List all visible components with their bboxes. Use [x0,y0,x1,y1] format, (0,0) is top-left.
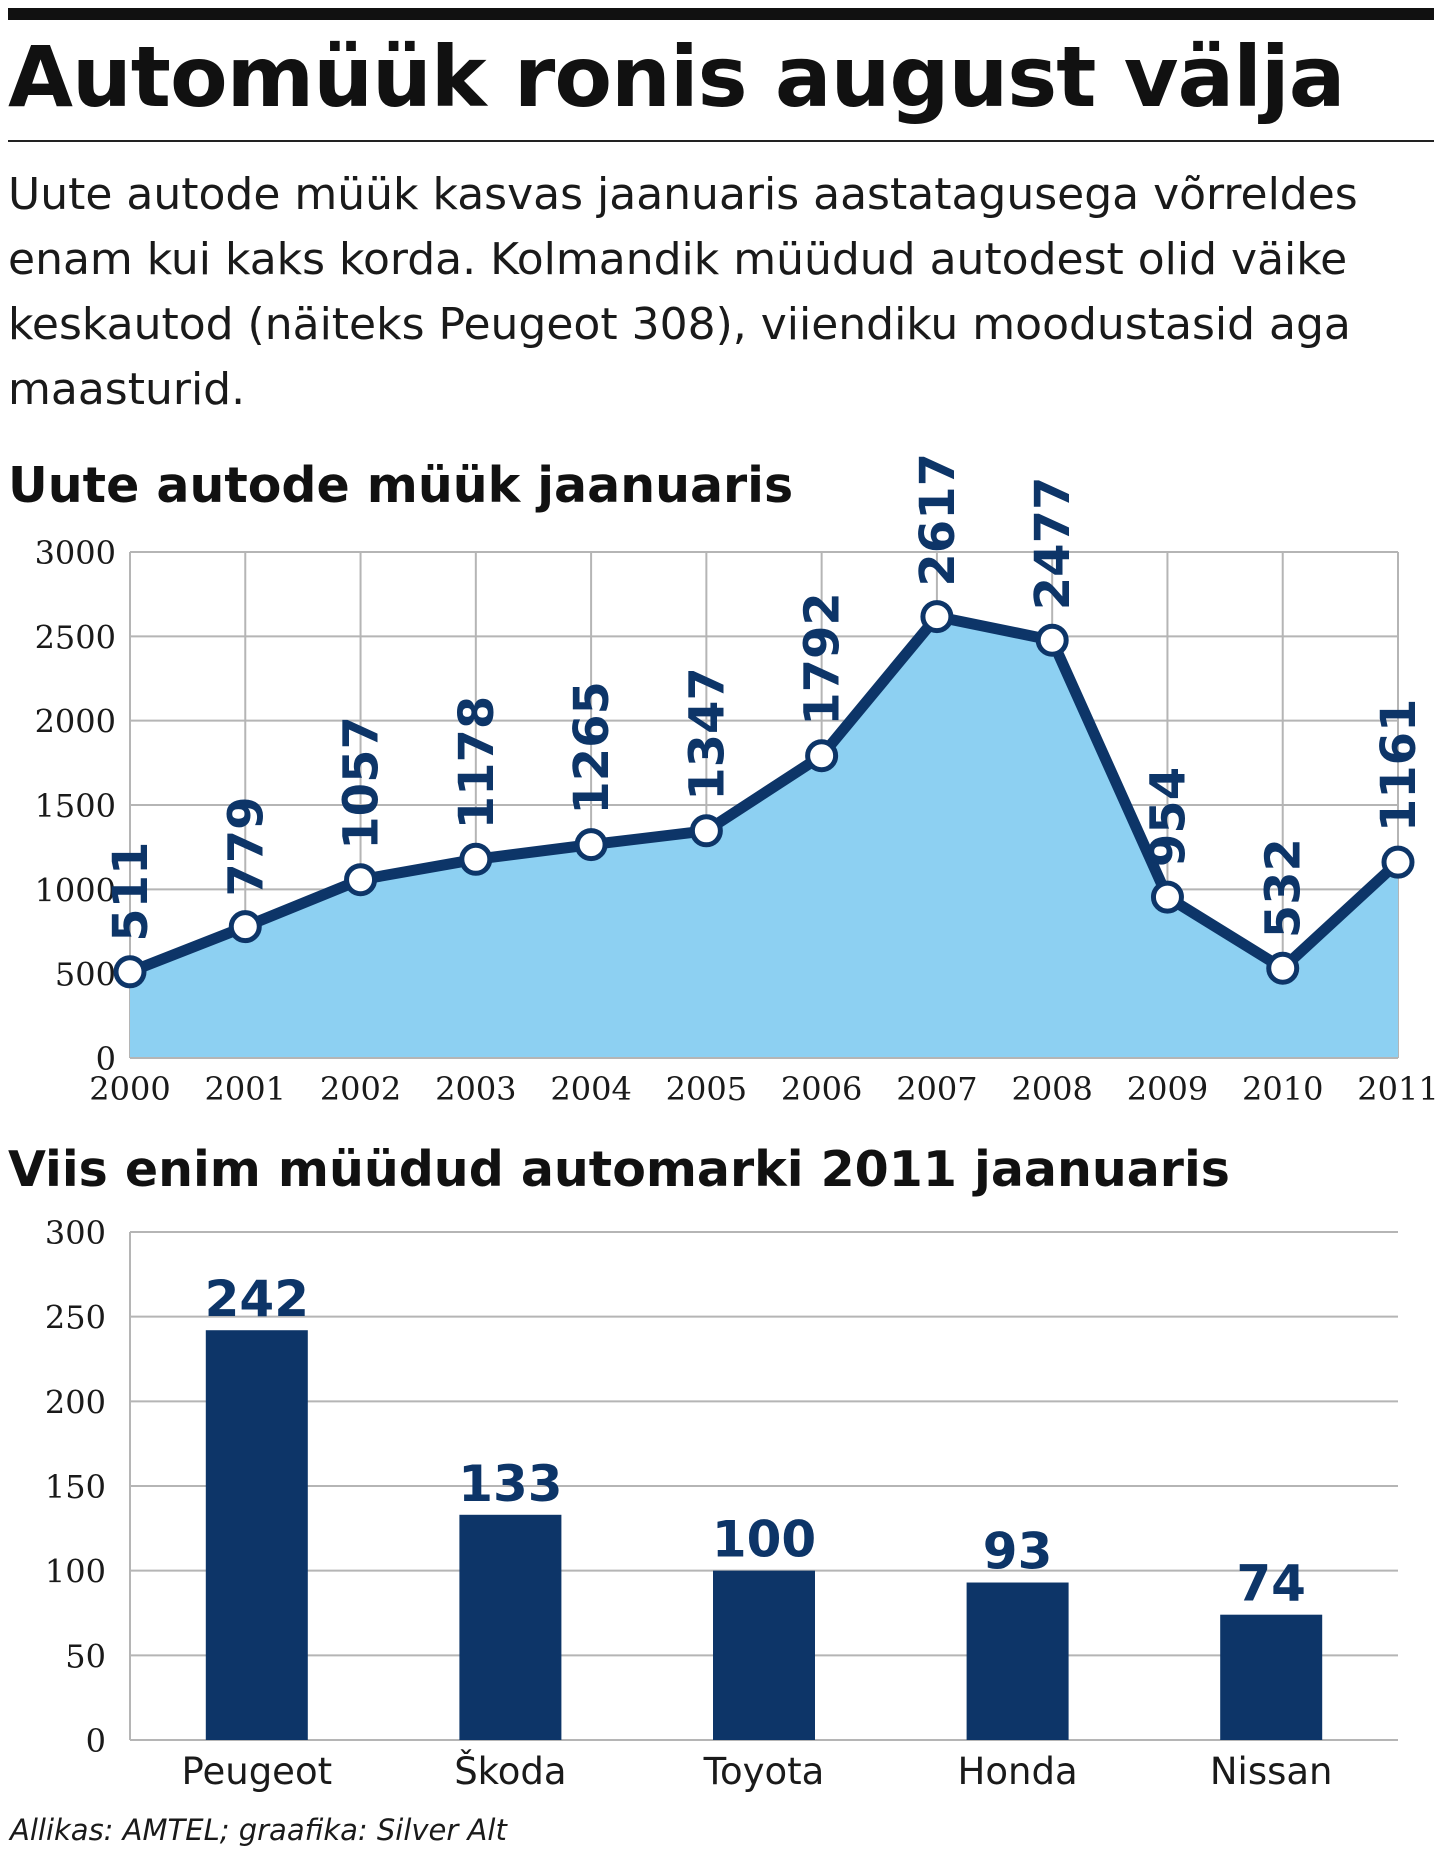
line-value-label: 954 [1140,767,1196,867]
bar-toyota [713,1570,815,1740]
bar-value-label: 242 [205,1270,309,1328]
line-point-2004 [574,828,608,862]
bar-chart-title: Viis enim müüdud automarki 2011 jaanuari… [8,1141,1230,1198]
line-value-label: 2617 [910,453,966,587]
intro-paragraph: Uute autode müük kasvas jaanuaris aastat… [8,169,1358,415]
line-point-2002 [344,863,378,897]
bar-ytick-label: 200 [45,1383,106,1421]
line-ytick-label: 2000 [35,703,116,741]
line-point-2006 [805,739,839,773]
line-point-2008 [1035,623,1069,657]
line-point-2001 [228,910,262,944]
line-xtick-label: 2008 [1011,1070,1092,1108]
line-point-2007 [920,600,954,634]
line-area-fill [130,616,1398,1058]
line-xtick-label: 2003 [435,1070,516,1108]
line-value-label: 1161 [1371,699,1427,833]
bar-ytick-label: 250 [45,1299,106,1337]
bar-ytick-label: 300 [45,1214,106,1252]
bar-value-label: 93 [983,1523,1053,1581]
bar-value-label: 74 [1236,1555,1306,1613]
bar-škoda [459,1514,562,1740]
bar-nissan [1220,1614,1323,1740]
line-value-label: 1347 [679,667,735,801]
bar-value-label: 100 [712,1511,816,1569]
line-xtick-label: 2001 [205,1070,286,1108]
line-xtick-label: 2011 [1357,1070,1438,1108]
line-point-2010 [1266,951,1300,985]
bar-honda [966,1582,1069,1740]
bar-ytick-label: 0 [86,1722,106,1760]
line-xtick-label: 2007 [896,1070,977,1108]
bar-peugeot [205,1330,308,1740]
bar-category-label: Peugeot [181,1750,332,1793]
line-xtick-label: 2006 [781,1070,862,1108]
line-value-label: 1178 [449,696,505,830]
line-value-label: 532 [1256,838,1312,938]
line-value-label: 1792 [795,592,851,726]
line-point-2011 [1381,845,1415,879]
headline: Automüük ronis august välja [8,28,1345,126]
headline-divider [8,140,1434,142]
line-ytick-label: 0 [96,1040,116,1078]
line-point-2009 [1150,880,1184,914]
line-ytick-label: 2500 [35,618,116,656]
line-xtick-label: 2009 [1127,1070,1208,1108]
line-xtick-label: 2004 [550,1070,631,1108]
line-xtick-label: 2002 [320,1070,401,1108]
line-series [124,611,1404,978]
line-ytick-label: 1000 [35,871,116,909]
bar-category-label: Škoda [454,1749,566,1793]
bar-ytick-label: 50 [65,1637,106,1675]
source-credit: Allikas: AMTEL; graafika: Silver Alt [10,1813,507,1847]
line-chart-title: Uute autode müük jaanuaris [8,457,794,514]
bar-value-label: 133 [458,1455,562,1513]
line-ytick-label: 1500 [35,787,116,825]
bar-ytick-label: 100 [45,1553,106,1591]
line-value-label: 1265 [564,681,620,815]
bar-category-label: Nissan [1210,1750,1333,1793]
line-point-2003 [459,842,493,876]
top-rule-bar [8,8,1434,20]
bar-category-label: Honda [958,1750,1078,1793]
bar-ytick-label: 150 [45,1468,106,1506]
bar-category-label: Toyota [703,1750,825,1793]
line-value-label: 2477 [1025,477,1081,611]
line-xtick-label: 2000 [89,1070,170,1108]
line-point-2000 [113,955,147,989]
line-value-label: 1057 [334,716,390,850]
line-value-label: 511 [103,842,159,942]
line-ytick-label: 3000 [35,534,116,572]
line-xtick-label: 2005 [666,1070,747,1108]
line-xtick-label: 2010 [1242,1070,1323,1108]
line-value-label: 779 [218,796,274,896]
line-ytick-label: 500 [55,956,116,994]
line-point-2005 [689,814,723,848]
